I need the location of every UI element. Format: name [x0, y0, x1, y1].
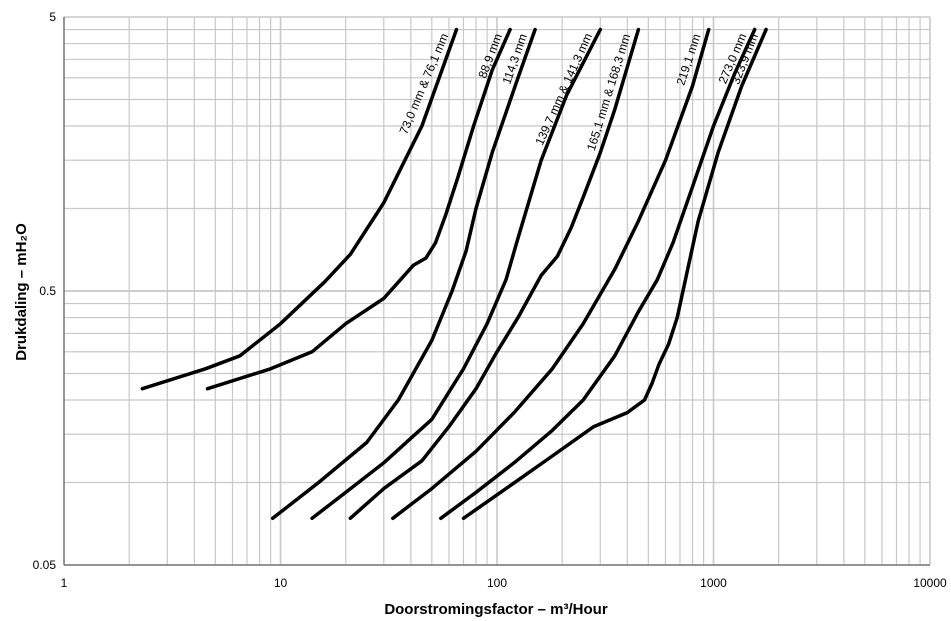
tick-labels: 1 10 100 1000 10000 0.05 0.5 5: [33, 10, 947, 590]
x-tick-label: 1: [61, 576, 68, 590]
grid: [63, 16, 931, 566]
x-tick-label: 10000: [913, 576, 947, 590]
series-line: [205, 27, 512, 391]
series-line: [140, 27, 459, 391]
x-tick-label: 100: [487, 576, 507, 590]
y-tick-label: 0.05: [33, 558, 57, 572]
x-tick-label: 1000: [700, 576, 727, 590]
series-line: [461, 27, 768, 521]
y-tick-label: 5: [49, 10, 56, 24]
series-label: 88,9 mm: [475, 32, 505, 81]
series-line: [270, 27, 537, 521]
y-tick-label: 0.5: [39, 284, 56, 298]
series-lines: [140, 27, 768, 521]
series-line: [310, 27, 603, 521]
series-line: [439, 27, 757, 521]
x-tick-label: 10: [274, 576, 288, 590]
series-line: [391, 27, 711, 521]
series-label: 139,7 mm & 141,3 mm: [532, 31, 595, 147]
x-axis-title: Doorstromingsfactor – m³/Hour: [384, 601, 608, 618]
series-line: [348, 27, 641, 521]
y-axis-title: Drukdaling – mH₂O: [13, 223, 30, 361]
